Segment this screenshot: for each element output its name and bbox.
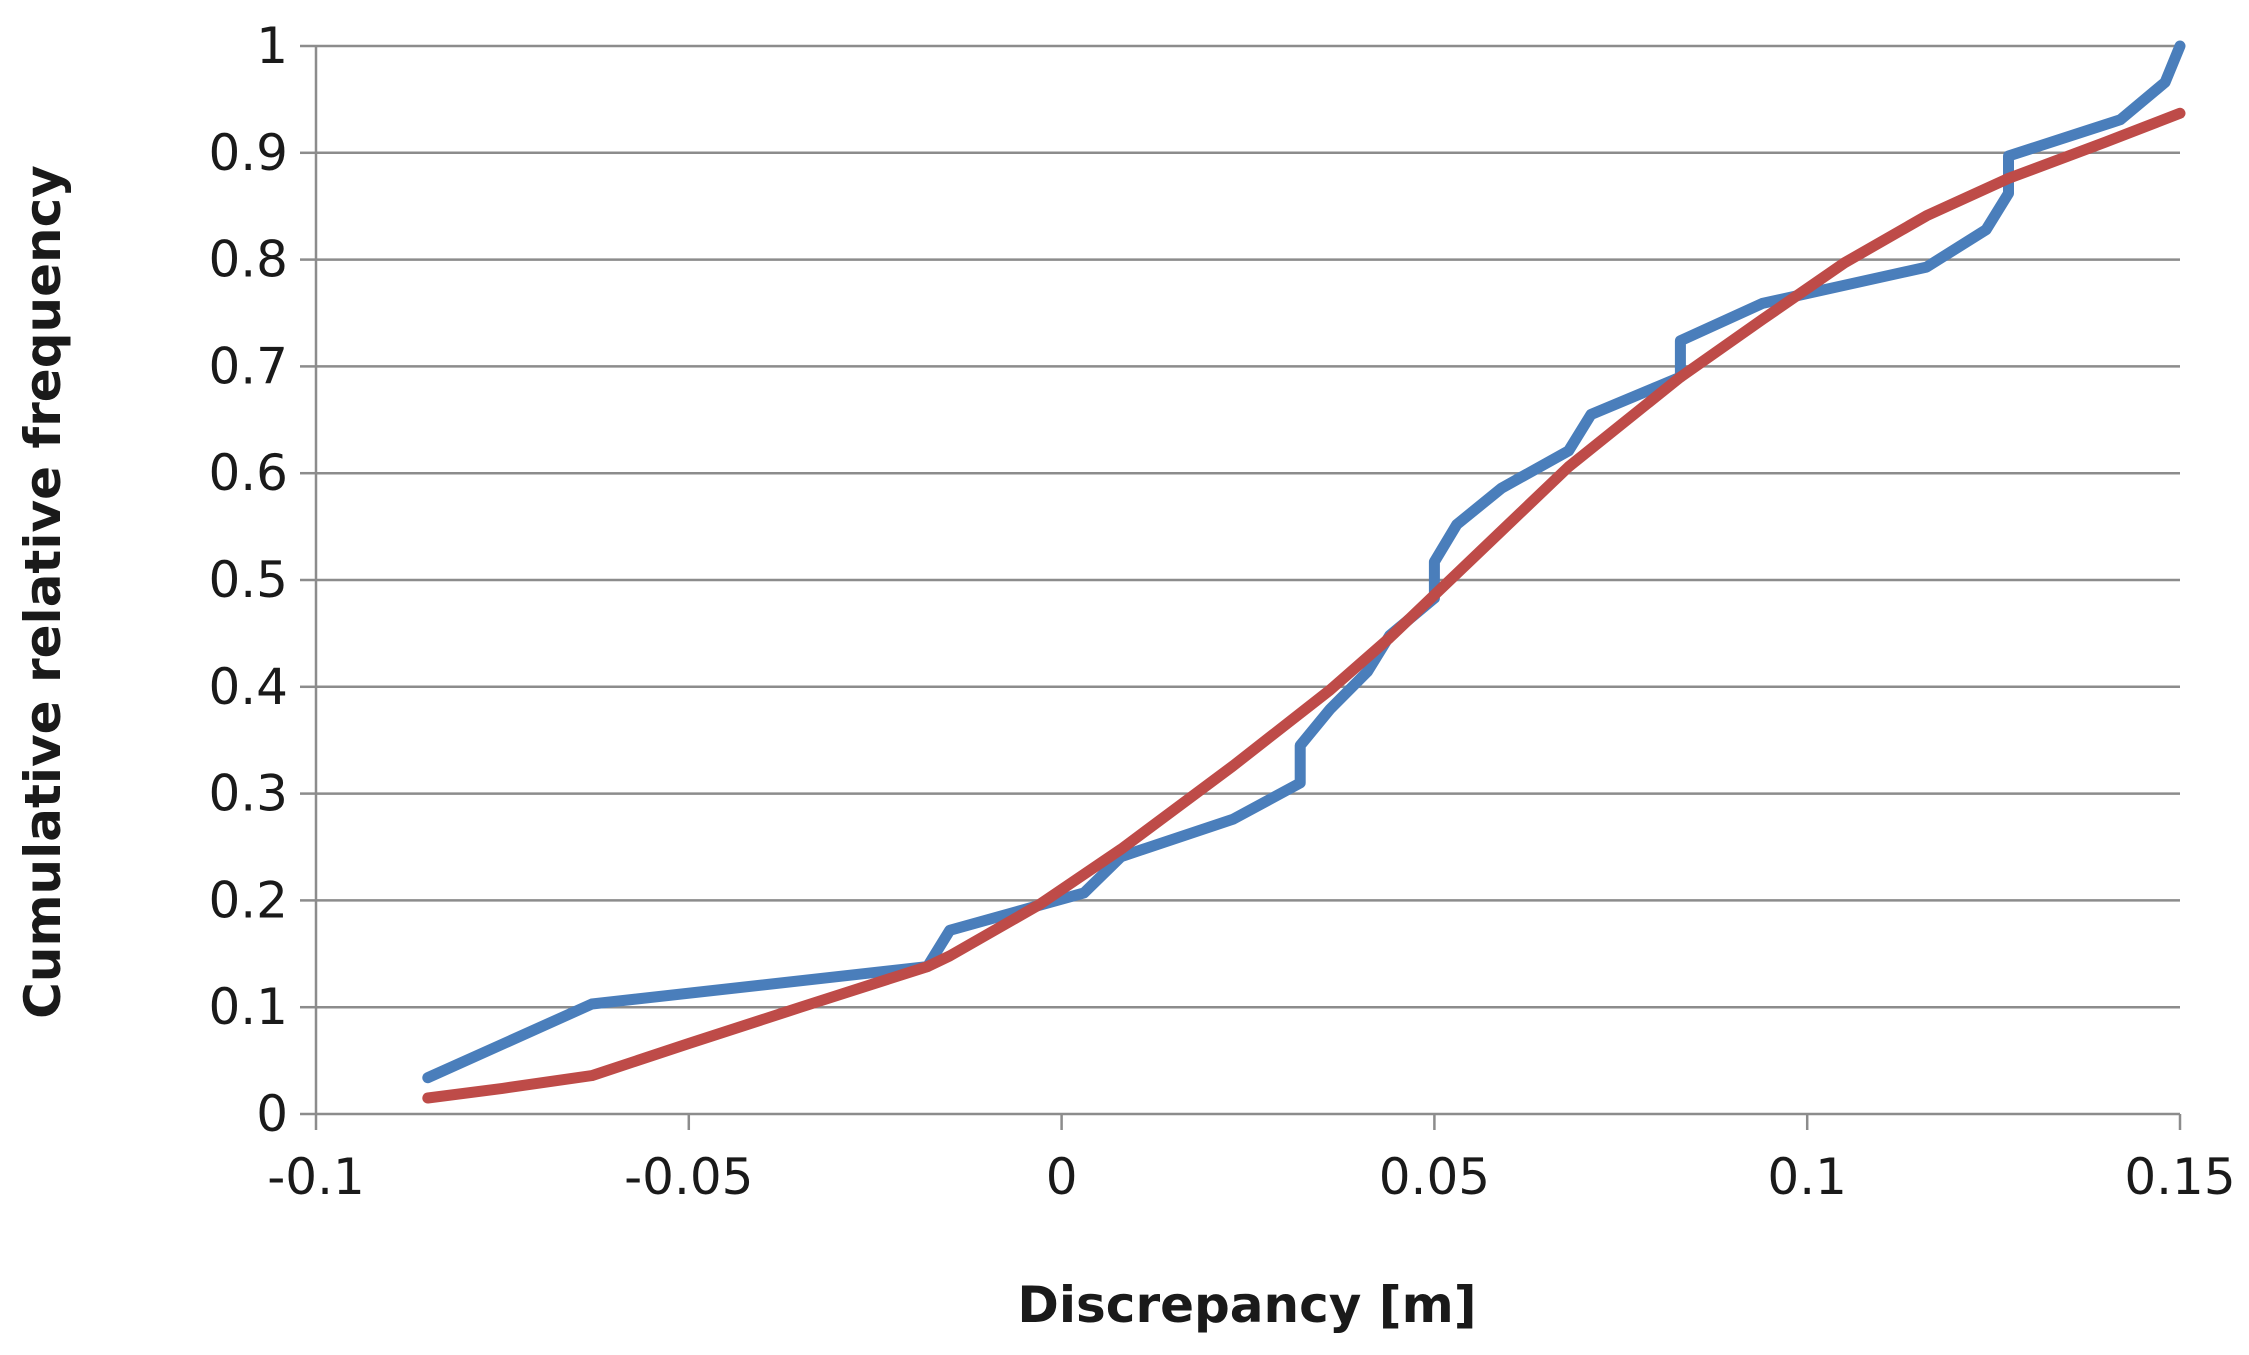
- grid-layer: [316, 44, 2180, 1009]
- y-tick-label: 0.3: [208, 765, 288, 823]
- x-tick-label: -0.1: [267, 1148, 365, 1206]
- axis-layer: [300, 44, 2182, 1130]
- y-axis-title: Cumulative relative frequency: [14, 165, 72, 1019]
- x-tick-label: 0.05: [1379, 1148, 1490, 1206]
- series-layer: [422, 40, 2186, 1104]
- y-tick-label: 0.8: [208, 231, 288, 289]
- x-tick-label: 0.1: [1767, 1148, 1847, 1206]
- y-tick-label: 0.6: [208, 444, 288, 502]
- series-line-1: [422, 40, 2186, 1084]
- y-tick-label: 0.1: [208, 978, 288, 1036]
- x-tick-label: 0.15: [2124, 1148, 2235, 1206]
- y-tick-label: 0.2: [208, 871, 288, 929]
- x-axis-title: Discrepancy [m]: [1017, 1276, 1476, 1334]
- y-tick-label: 0: [256, 1085, 288, 1143]
- y-tick-label: 0.9: [208, 124, 288, 182]
- x-tick-label: 0: [1046, 1148, 1078, 1206]
- series-line-2: [422, 107, 2186, 1104]
- y-tick-label: 0.5: [208, 551, 288, 609]
- y-tick-label: 0.4: [208, 658, 288, 716]
- x-tick-label: -0.05: [624, 1148, 753, 1206]
- y-tick-label: 0.7: [208, 337, 288, 395]
- label-layer: 0 0.1 0.2 0.3 0.4 0.5 0.6 0.7 0.8 0.9 1 -0.1 -0.05 0 0…: [208, 17, 2235, 1206]
- y-tick-label: 1: [256, 17, 288, 75]
